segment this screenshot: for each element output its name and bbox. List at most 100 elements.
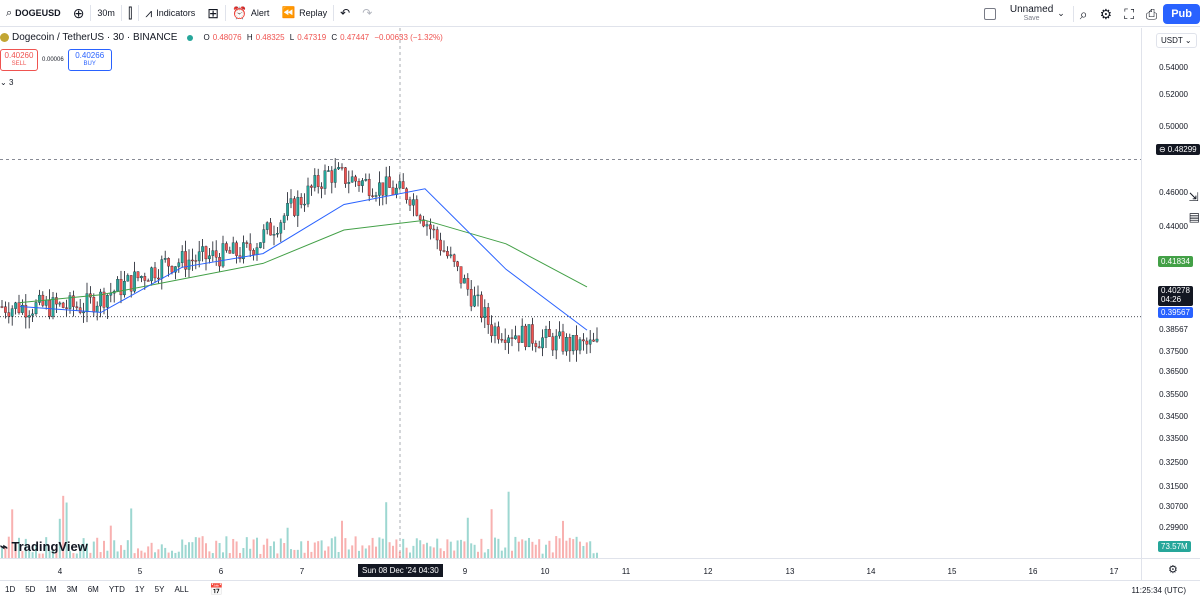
volume-bar [232,538,235,558]
time-label: 11 [621,567,631,576]
currency-selector[interactable]: USDT ⌄ [1156,33,1197,48]
time-label: 14 [866,567,876,576]
camera-icon: ⎙ [1146,5,1158,22]
interval-button[interactable]: 30m [91,0,121,27]
candle-body [544,329,548,338]
volume-bar [143,552,146,558]
volume-bar [11,509,14,558]
price-scale-label: 0.54000 [1159,63,1188,72]
range-button[interactable]: 1D [5,585,16,594]
volume-bar [99,552,102,558]
candle-body [490,324,493,337]
volume-bar [92,541,95,558]
time-scale[interactable]: 4 5 6 7 9 10 11 12 13 14 15 16 17 Sun 08 Dec '24 04:… [0,558,1141,580]
volume-bar [528,537,530,558]
volume-bar [137,548,139,558]
volume-bar [497,538,500,558]
volume-bar [150,542,153,558]
replay-button[interactable]: ⏪ Replay [275,0,333,27]
indicators-collapse-button[interactable]: ⌄ 3 [0,78,13,87]
volume-bar [388,542,391,558]
candle-body [279,222,283,234]
legend-title[interactable]: Dogecoin / TetherUS · 30 · BINANCE [12,32,178,43]
volume-bar [35,544,37,558]
indicators-button[interactable]: ⩘ Indicators [139,0,201,27]
snapshot-button[interactable]: ⎙ [1140,0,1163,27]
undo-button[interactable]: ↶ [334,0,356,27]
candle-body [469,289,473,307]
range-button[interactable]: YTD [108,585,125,594]
volume-bar [596,552,598,558]
volume-bar [48,550,51,558]
buy-button[interactable]: 0.40266 BUY [67,49,112,71]
chart-type-button[interactable]: ⫿ [122,0,138,27]
chart-pane[interactable] [0,28,1141,558]
candle-body [354,176,357,182]
range-button[interactable]: 5D [25,585,36,594]
volume-bar [218,543,221,558]
volume-bar [262,544,265,558]
candle-body [371,195,374,197]
candle-body [177,262,181,267]
range-button[interactable]: 6M [87,585,99,594]
volume-bar [320,540,323,558]
range-button[interactable]: 1Y [134,585,145,594]
volume-bar [245,537,248,558]
minus-circle-icon[interactable]: ⊖ [1159,145,1166,154]
layout-checkbox[interactable] [983,7,996,20]
price-scale-label: 0.38567 [1159,325,1188,334]
fullscreen-icon: ⛶ [1124,5,1135,22]
volume-bar [62,495,65,558]
calendar-icon[interactable]: 📅 [209,584,224,596]
fullscreen-button[interactable]: ⛶ [1118,0,1140,27]
candle-body [429,224,432,230]
volume-bar [157,549,160,558]
candle-body [82,311,85,314]
candle-body [245,242,249,244]
gear-icon[interactable]: ⚙ [1168,564,1178,576]
candle-body [463,278,466,284]
chevron-down-icon[interactable]: ⌄ [1057,8,1065,18]
redo-button[interactable]: ↷ [356,0,378,27]
layout-name-button[interactable]: Unnamed Save [1009,4,1054,23]
candle-body [231,242,235,254]
watchlist-icon[interactable]: ▤ [1188,210,1200,224]
volume-bar [351,545,354,558]
volume-bar [378,537,381,558]
publish-button[interactable]: Pub [1163,3,1200,24]
candle-body [184,251,187,270]
volume-bar [385,502,388,558]
volume-bar [4,547,7,558]
alert-button[interactable]: ⏰ Alert [226,0,275,27]
grid-icon: ⊞ [207,5,219,21]
range-button[interactable]: 1M [45,585,57,594]
price-chart[interactable] [0,28,1141,558]
quick-search-button[interactable]: ⌕ [1074,0,1094,27]
volume-bar [21,551,24,558]
market-status-dot [187,34,194,41]
candle-body [92,296,96,313]
templates-button[interactable]: ⊞ [201,0,225,27]
volume-bar [296,549,299,558]
drawing-tools-icon[interactable]: ⇲ [1188,190,1199,204]
range-button[interactable]: 5Y [154,585,165,594]
interval-label: 30m [97,8,115,18]
time-label: 4 [57,567,63,576]
candle-body [252,250,255,255]
volume-bar [330,538,333,558]
layout-name: Unnamed [1009,4,1054,15]
symbol-search-button[interactable]: ⌕ DOGEUSD [0,0,67,27]
candle-body [116,279,119,292]
range-button[interactable]: 3M [66,585,78,594]
compare-symbol-button[interactable]: ⊕ [67,0,91,27]
volume-bar [228,553,231,558]
candle-body [388,176,391,188]
volume-bar [582,545,585,558]
sell-button[interactable]: 0.40260 SELL [0,49,38,71]
range-button[interactable]: ALL [174,585,189,594]
price-scale[interactable]: USDT ⌄ 0.54000 0.52000 0.50000 0.46000 0.440… [1141,28,1200,558]
volume-bar [453,550,456,558]
utc-clock[interactable]: 11:25:34 (UTC) [1131,586,1186,595]
settings-button[interactable]: ⚙ [1094,0,1119,27]
volume-bar [303,552,306,558]
